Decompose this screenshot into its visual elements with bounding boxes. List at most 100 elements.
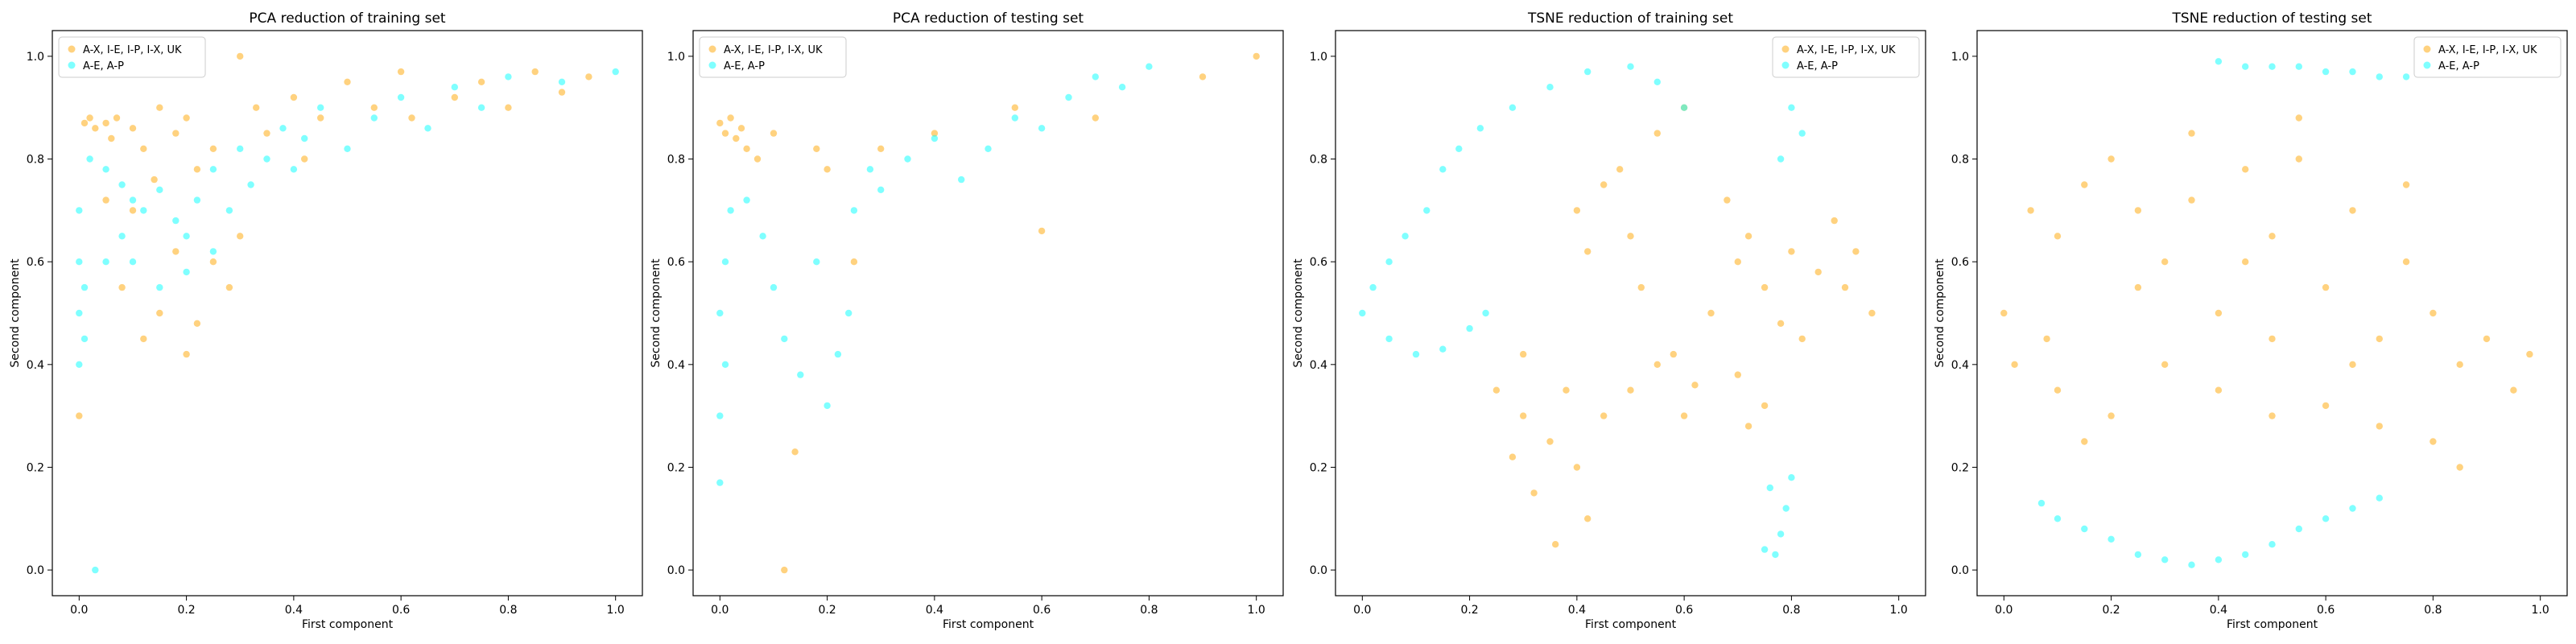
scatter-point-series-1	[1520, 350, 1527, 358]
y-axis-label: Second component	[1934, 258, 1946, 368]
scatter-point-series-2	[76, 207, 83, 214]
legend-marker	[68, 61, 76, 69]
scatter-point-series-1	[2483, 335, 2491, 343]
panel-title: PCA reduction of testing set	[893, 10, 1084, 27]
scatter-point-series-2	[558, 78, 566, 86]
scatter-point-series-2	[1011, 114, 1019, 122]
scatter-point-series-1	[1670, 350, 1677, 358]
scatter-point-series-1	[2054, 386, 2062, 394]
legend: A-X, I-E, I-P, I-X, UK A-E, A-P	[1772, 36, 1920, 78]
legend-box	[699, 36, 847, 78]
scatter-point-series-1	[877, 145, 885, 152]
legend-marker	[2423, 45, 2431, 53]
panel-2: 0.0 0.2 0.4 0.6 0.8 1.0 0.0 0.2 0.4 0.6 0.8 1.0 PCA …	[650, 10, 1284, 631]
scatter-point-series-2	[721, 258, 729, 266]
scatter-point-series-2	[716, 309, 724, 317]
scatter-point-series-2	[129, 258, 137, 266]
panel-1: 0.0 0.2 0.4 0.6 0.8 1.0 0.0 0.2 0.4 0.6 0.8 1.0 PCA …	[9, 10, 643, 631]
scatter-point-series-1	[172, 130, 180, 137]
scatter-point-series-1	[2322, 283, 2330, 291]
y-tick-label: 1.0	[1951, 51, 1969, 64]
scatter-point-series-1	[118, 283, 126, 291]
x-tick-label: 0.8	[1140, 604, 1158, 617]
x-axis-label: First component	[2227, 618, 2318, 631]
y-tick-label: 1.0	[27, 51, 44, 64]
scatter-point-series-1	[2295, 155, 2302, 163]
scatter-point-series-2	[1439, 166, 1447, 173]
scatter-point-series-2	[1476, 125, 1484, 132]
scatter-point-series-1	[1546, 438, 1554, 445]
scatter-point-series-1	[1520, 412, 1527, 419]
scatter-point-series-2	[1627, 63, 1634, 70]
scatter-point-series-2	[850, 207, 858, 214]
scatter-point-series-1	[183, 350, 190, 358]
legend-label: A-E, A-P	[1797, 60, 1838, 72]
scatter-point-series-1	[753, 155, 762, 163]
scatter-point-series-2	[76, 361, 83, 368]
scatter-point-series-2	[2107, 535, 2115, 543]
y-tick-label: 0.0	[667, 564, 685, 577]
scatter-point-series-2	[985, 145, 992, 152]
scatter-point-series-2	[612, 68, 619, 76]
scatter-point-series-1	[1552, 541, 1559, 548]
x-tick-label: 0.4	[2210, 604, 2227, 617]
scatter-point-series-2	[451, 84, 458, 91]
x-tick-label: 0.6	[2317, 604, 2334, 617]
scatter-point-series-1	[477, 78, 485, 86]
scatter-points	[716, 52, 1260, 574]
scatter-point-series-2	[76, 309, 83, 317]
scatter-point-series-1	[129, 125, 137, 132]
scatter-point-series-1	[2215, 386, 2223, 394]
scatter-point-series-1	[2376, 423, 2383, 430]
scatter-point-series-1	[2526, 350, 2533, 358]
x-tick-label: 0.4	[926, 604, 943, 617]
legend-box	[58, 36, 206, 78]
scatter-point-series-2	[845, 309, 852, 317]
scatter-point-series-2	[156, 186, 163, 193]
y-tick-label: 0.2	[1310, 461, 1327, 474]
scatter-point-series-2	[2295, 63, 2302, 70]
scatter-point-series-2	[263, 155, 270, 163]
legend: A-X, I-E, I-P, I-X, UK A-E, A-P	[699, 36, 847, 78]
scatter-point-series-2	[1766, 484, 1773, 492]
scatter-point-series-1	[770, 130, 778, 137]
scatter-point-series-1	[1868, 309, 1876, 317]
y-tick-label: 0.4	[27, 359, 44, 372]
x-tick-label: 0.2	[177, 604, 195, 617]
scatter-point-series-1	[1530, 489, 1538, 497]
scatter-point-series-1	[408, 114, 415, 122]
y-tick-label: 0.2	[27, 461, 44, 474]
scatter-point-series-2	[2268, 541, 2276, 548]
scatter-point-series-1	[1798, 335, 1806, 343]
y-tick-label: 0.6	[1951, 256, 1969, 269]
scatter-point-series-2	[102, 258, 109, 266]
scatter-point-series-1	[1627, 233, 1634, 240]
scatter-point-series-1	[2081, 438, 2088, 445]
scatter-point-series-2	[317, 104, 324, 111]
scatter-point-series-2	[102, 166, 109, 173]
scatter-point-series-1	[451, 93, 458, 101]
legend-marker	[68, 45, 76, 53]
scatter-point-series-1	[1761, 402, 1769, 410]
scatter-point-series-1	[2268, 412, 2276, 419]
y-tick-label: 0.2	[1951, 461, 1969, 474]
scatter-point-series-2	[958, 175, 965, 184]
scatter-point-series-1	[253, 104, 260, 111]
panel-title: TSNE reduction of testing set	[2171, 10, 2372, 27]
scatter-point-series-1	[2349, 207, 2356, 214]
scatter-point-series-1	[850, 258, 858, 266]
scatter-points	[2000, 58, 2533, 568]
scatter-point-series-1	[1788, 248, 1795, 255]
y-tick-label: 0.2	[667, 461, 685, 474]
scatter-point-series-1	[113, 114, 121, 122]
scatter-point-series-1	[1600, 412, 1608, 419]
scatter-point-series-1	[1253, 52, 1260, 60]
scatter-point-series-1	[2402, 181, 2410, 188]
legend: A-X, I-E, I-P, I-X, UK A-E, A-P	[58, 36, 206, 78]
scatter-point-series-1	[781, 566, 788, 574]
scatter-point-series-1	[1092, 114, 1100, 122]
scatter-point-series-1	[2188, 196, 2195, 204]
scatter-point-series-1	[209, 145, 217, 152]
scatter-point-series-1	[2429, 438, 2437, 445]
scatter-point-series-2	[1546, 84, 1554, 91]
